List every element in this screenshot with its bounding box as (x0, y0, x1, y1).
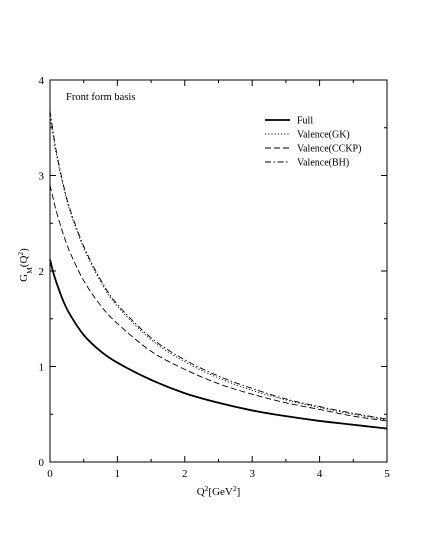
y-axis-label: GM(Q2) (16, 248, 34, 282)
x-tick-label: 0 (47, 468, 53, 480)
series-line-valence-cckp (49, 184, 388, 422)
x-tick-label: 2 (182, 468, 188, 480)
legend-label: Valence(BH) (297, 158, 349, 169)
legend-label: Valence(GK) (297, 130, 350, 141)
series-line-valence-bh (49, 110, 388, 420)
y-tick-label: 0 (39, 457, 45, 469)
x-tick-label: 3 (249, 468, 255, 480)
y-tick-label: 3 (39, 171, 45, 183)
annotation-front-form-basis: Front form basis (66, 92, 135, 103)
y-tick-label: 1 (39, 362, 45, 374)
y-tick-label: 2 (39, 266, 45, 278)
x-tick-label: 4 (317, 468, 323, 480)
y-tick-label: 4 (39, 75, 45, 87)
x-tick-label: 5 (384, 468, 390, 480)
series-line-full (49, 259, 388, 430)
x-tick-label: 1 (115, 468, 121, 480)
legend-label: Full (297, 116, 313, 127)
legend-label: Valence(CCKP) (297, 144, 361, 155)
x-axis-label: Q2[GeV2] (197, 484, 241, 499)
